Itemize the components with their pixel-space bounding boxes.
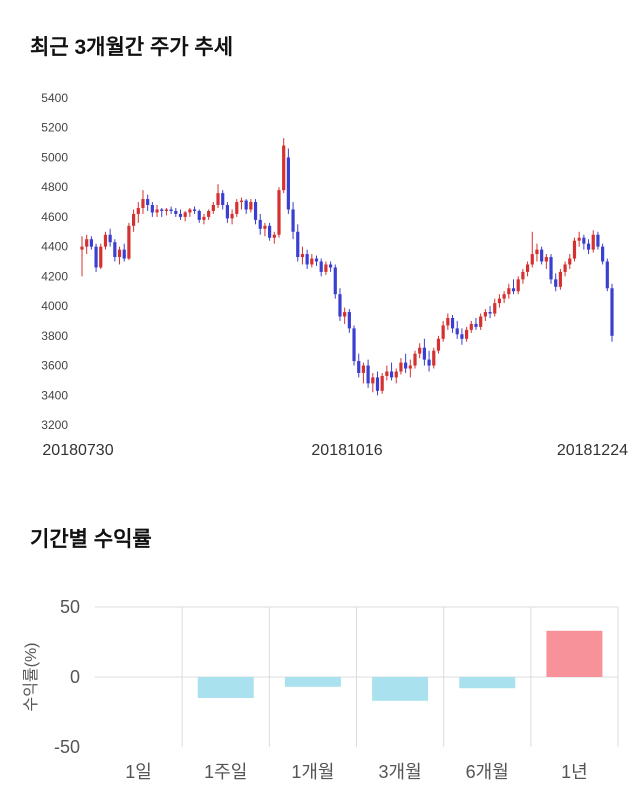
svg-text:-50: -50: [54, 737, 80, 757]
svg-text:1년: 1년: [561, 762, 588, 782]
svg-text:3800: 3800: [41, 329, 68, 343]
price-chart-title: 최근 3개월간 주가 추세: [30, 36, 234, 59]
svg-text:수익률(%): 수익률(%): [22, 642, 40, 711]
svg-text:50: 50: [60, 597, 80, 617]
svg-text:20180730: 20180730: [42, 442, 113, 459]
svg-text:3200: 3200: [41, 418, 68, 432]
svg-text:1주일: 1주일: [204, 762, 247, 782]
svg-text:4600: 4600: [41, 210, 68, 224]
svg-text:3400: 3400: [41, 388, 68, 402]
svg-text:0: 0: [70, 667, 80, 687]
svg-text:5000: 5000: [41, 150, 68, 164]
returns-bar-chart: 50 0 -50 수익률(%) 1일 1주일 1개월 3개월 6개월 1년: [22, 597, 619, 782]
svg-text:1일: 1일: [125, 762, 152, 782]
svg-text:20181224: 20181224: [557, 442, 628, 459]
svg-text:4800: 4800: [41, 180, 68, 194]
price-candlestick-chart: 3200 3400 3600 3800 4000 4200 4400 4600 4800 5000…: [41, 91, 628, 459]
svg-text:5200: 5200: [41, 121, 68, 135]
svg-text:3개월: 3개월: [379, 762, 422, 782]
svg-text:4200: 4200: [41, 269, 68, 283]
svg-text:1개월: 1개월: [291, 762, 334, 782]
svg-text:4400: 4400: [41, 240, 68, 254]
svg-text:6개월: 6개월: [466, 762, 509, 782]
svg-text:5400: 5400: [41, 91, 68, 105]
svg-text:4000: 4000: [41, 299, 68, 313]
svg-text:20181016: 20181016: [311, 442, 382, 459]
returns-chart-title: 기간별 수익률: [30, 528, 152, 551]
svg-text:3600: 3600: [41, 359, 68, 373]
